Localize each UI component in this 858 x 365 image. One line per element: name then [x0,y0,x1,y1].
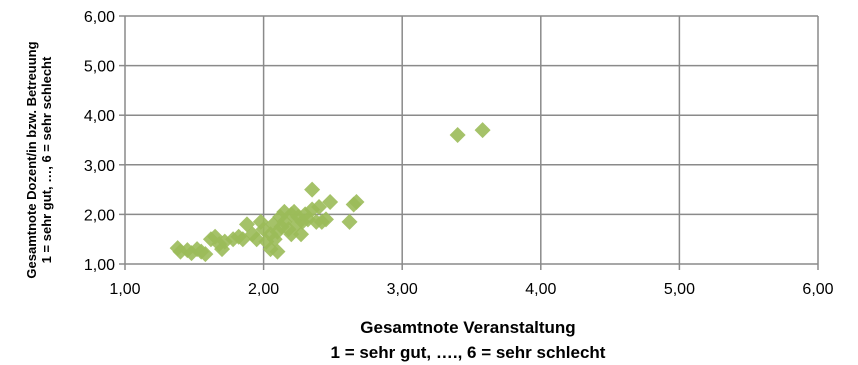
data-point-marker [474,122,491,139]
x-axis-title-line2: 1 = sehr gut, …., 6 = sehr schlecht [331,343,606,362]
y-tick-label: 1,00 [84,257,115,274]
x-tick-label: 5,00 [664,281,695,298]
x-tick-labels: 1,00 2,00 3,00 4,00 5,00 6,00 [109,281,833,298]
data-point-marker [197,246,214,263]
data-point-marker [304,181,321,198]
y-tick-label: 4,00 [84,108,115,125]
data-point-marker [269,243,286,260]
data-point-marker [317,211,334,228]
y-tick-label: 3,00 [84,158,115,175]
x-tick-label: 3,00 [387,281,418,298]
y-axis-title-line2: 1 = sehr gut, …, 6 = sehr schlecht [39,56,54,263]
y-tick-label: 2,00 [84,207,115,224]
x-tick-label: 1,00 [109,281,140,298]
data-points [169,122,491,263]
data-point-marker [341,213,358,230]
x-tick-label: 2,00 [248,281,279,298]
y-axis-title-line1: Gesamtnote Dozent/in bzw. Betreuung [24,41,39,278]
x-tick-label: 6,00 [802,281,833,298]
y-tick-label: 5,00 [84,59,115,76]
data-point-marker [293,226,310,243]
grid-lines [119,15,819,270]
data-point-marker [449,127,466,144]
data-point-marker [311,198,328,215]
y-tick-labels: 1,00 2,00 3,00 4,00 5,00 6,00 [84,9,115,274]
y-tick-label: 6,00 [84,9,115,26]
x-axis-title-line1: Gesamtnote Veranstaltung [360,318,575,337]
x-tick-label: 4,00 [525,281,556,298]
data-point-marker [348,194,365,210]
data-point-marker [322,194,339,210]
